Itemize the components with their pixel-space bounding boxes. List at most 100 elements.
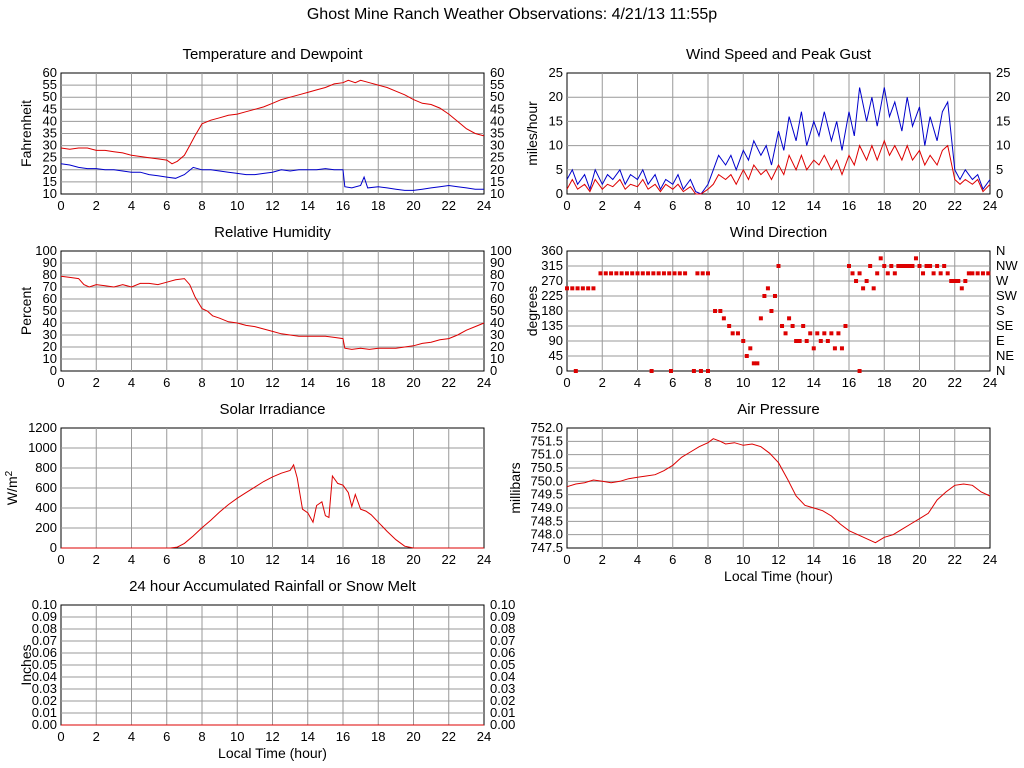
y-tick-label: 0.01 bbox=[32, 705, 57, 720]
y-tick-label: 800 bbox=[35, 460, 57, 475]
x-tick-label: 10 bbox=[736, 198, 750, 213]
wind-direction-point bbox=[871, 286, 876, 291]
wind-direction-point bbox=[735, 331, 740, 336]
wind-direction-point bbox=[744, 354, 749, 358]
wind-direction-point bbox=[672, 271, 677, 276]
right-tick-label: 10 bbox=[490, 351, 504, 366]
wind-direction-point bbox=[677, 271, 682, 276]
right-tick-label: 15 bbox=[490, 174, 504, 189]
x-tick-label: 16 bbox=[842, 552, 856, 567]
y-tick-label: 0.10 bbox=[32, 597, 57, 612]
wind-direction-point bbox=[980, 271, 985, 276]
right-tick-label: 0.06 bbox=[490, 645, 515, 660]
y-tick-label: 90 bbox=[549, 333, 563, 348]
x-tick-label: 24 bbox=[983, 552, 997, 567]
y-tick-label: 55 bbox=[43, 77, 57, 92]
y-tick-label: 180 bbox=[541, 303, 563, 318]
wind-direction-point bbox=[815, 331, 820, 336]
x-tick-label: 14 bbox=[301, 375, 315, 390]
wind-direction-point bbox=[630, 271, 635, 276]
wind-direction-point bbox=[808, 331, 813, 336]
wind-direction-point bbox=[730, 331, 735, 336]
y-tick-label: 747.5 bbox=[530, 540, 563, 555]
wind-direction-point bbox=[727, 324, 732, 328]
wind-direction-point bbox=[843, 324, 848, 328]
y-tick-label: 60 bbox=[43, 291, 57, 306]
x-tick-label: 24 bbox=[477, 552, 491, 567]
x-tick-label: 22 bbox=[442, 198, 456, 213]
y-tick-label: 0.02 bbox=[32, 693, 57, 708]
right-tick-label: 90 bbox=[490, 255, 504, 270]
x-tick-label: 10 bbox=[230, 375, 244, 390]
wind-direction-point bbox=[931, 271, 936, 276]
x-tick-label: 10 bbox=[736, 375, 750, 390]
right-tick-label: 25 bbox=[996, 65, 1010, 80]
wind-direction-point bbox=[758, 316, 763, 321]
wind-direction-point bbox=[945, 271, 950, 276]
wind-direction-point bbox=[640, 271, 645, 276]
wind-direction-point bbox=[586, 286, 591, 291]
y-tick-label: 0 bbox=[556, 363, 563, 378]
wind-direction-point bbox=[741, 339, 746, 343]
right-tick-label: E bbox=[996, 333, 1005, 348]
wind-direction-point bbox=[938, 271, 943, 276]
right-tick-label: 40 bbox=[490, 113, 504, 128]
x-tick-label: 20 bbox=[912, 198, 926, 213]
x-tick-label: 18 bbox=[371, 552, 385, 567]
y-tick-label: 749.0 bbox=[530, 500, 563, 515]
right-tick-label: 0.04 bbox=[490, 669, 515, 684]
wind-direction-point bbox=[619, 271, 624, 276]
y-tick-label: 20 bbox=[43, 162, 57, 177]
x-tick-label: 22 bbox=[442, 375, 456, 390]
x-tick-label: 8 bbox=[704, 198, 711, 213]
wind-direction-point bbox=[818, 339, 823, 343]
series-line-red bbox=[566, 139, 991, 195]
x-tick-label: 24 bbox=[477, 729, 491, 744]
wind-direction-point bbox=[896, 264, 901, 268]
right-tick-label: N bbox=[996, 363, 1005, 378]
wind-direction-point bbox=[635, 271, 640, 276]
x-tick-label: 20 bbox=[406, 552, 420, 567]
wind-direction-point bbox=[836, 331, 841, 336]
y-tick-label: 200 bbox=[35, 520, 57, 535]
x-tick-label: 18 bbox=[877, 552, 891, 567]
right-tick-label: 55 bbox=[490, 77, 504, 92]
right-tick-label: 30 bbox=[490, 327, 504, 342]
x-tick-label: 0 bbox=[57, 729, 64, 744]
x-tick-label: 12 bbox=[265, 552, 279, 567]
x-tick-label: 2 bbox=[93, 375, 100, 390]
y-tick-label: 45 bbox=[43, 101, 57, 116]
wind-direction-point bbox=[839, 346, 844, 351]
x-tick-label: 20 bbox=[912, 375, 926, 390]
y-tick-label: 40 bbox=[43, 113, 57, 128]
right-tick-label: 0.10 bbox=[490, 597, 515, 612]
x-tick-label: 18 bbox=[877, 198, 891, 213]
right-tick-label: 0.08 bbox=[490, 621, 515, 636]
wind-direction-point bbox=[854, 279, 859, 283]
wind-direction-point bbox=[949, 279, 954, 283]
y-axis-label: W/m2 bbox=[4, 470, 20, 505]
x-tick-label: 6 bbox=[163, 198, 170, 213]
wind-direction-point bbox=[609, 271, 614, 276]
wind-direction-point bbox=[762, 294, 767, 298]
x-tick-label: 16 bbox=[842, 198, 856, 213]
x-tick-label: 2 bbox=[599, 375, 606, 390]
x-tick-label: 12 bbox=[771, 375, 785, 390]
y-tick-label: 749.5 bbox=[530, 487, 563, 502]
x-tick-label: 20 bbox=[912, 552, 926, 567]
wind-direction-point bbox=[811, 346, 816, 351]
right-tick-label: 20 bbox=[490, 162, 504, 177]
y-tick-label: 80 bbox=[43, 267, 57, 282]
wind-direction-point bbox=[765, 286, 770, 291]
chart-title: Wind Speed and Peak Gust bbox=[686, 46, 872, 63]
right-tick-label: 0.00 bbox=[490, 717, 515, 732]
wind-direction-point bbox=[906, 264, 911, 268]
x-tick-label: 6 bbox=[669, 375, 676, 390]
x-tick-label: 4 bbox=[128, 375, 135, 390]
wind-direction-point bbox=[986, 271, 991, 276]
x-tick-label: 0 bbox=[57, 198, 64, 213]
wind-direction-point bbox=[910, 264, 915, 268]
y-tick-label: 600 bbox=[35, 480, 57, 495]
right-tick-label: 0 bbox=[996, 186, 1003, 201]
